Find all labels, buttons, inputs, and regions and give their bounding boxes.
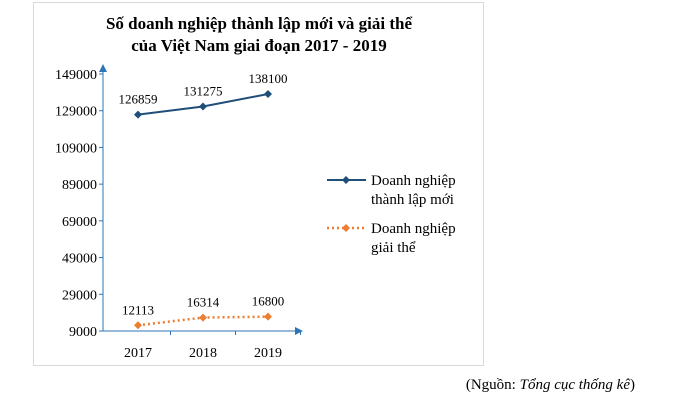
series-1-data-label: 131275 [184,84,223,99]
series-1-data-label: 138100 [249,71,288,86]
series-2-data-label: 12113 [122,302,154,317]
series-2-data-label: 16800 [252,294,285,309]
legend-label-1: Doanh nghiệp [371,173,456,189]
series-1-data-label: 126859 [119,92,158,107]
series-2-point [134,321,142,330]
chart-title: Số doanh nghiệp thành lập mới và giải th… [106,14,413,33]
legend-marker-2 [342,224,350,232]
source-suffix: ) [630,377,635,393]
series-1-point [199,102,207,111]
source-note: (Nguồn: Tổng cục thống kê) [466,377,635,394]
x-axis-arrow [295,327,303,335]
legend-label-2: giải thể [371,240,416,256]
series-2-data-label: 16314 [187,295,220,310]
y-tick-label: 109000 [55,141,97,156]
chart-subtitle: của Việt Nam giai đoạn 2017 - 2019 [131,36,386,55]
y-axis-arrow [99,64,107,72]
x-tick-label: 2017 [124,346,152,361]
chart-frame: Số doanh nghiệp thành lập mới và giải th… [33,2,484,366]
y-tick-label: 29000 [62,288,97,303]
y-tick-label: 149000 [55,68,97,83]
x-tick-label: 2019 [254,346,282,361]
y-tick-label: 49000 [62,252,97,267]
legend-label-2: Doanh nghiệp [371,221,456,237]
series-2-point [264,312,272,321]
source-name: Tổng cục thống kê [519,377,630,393]
legend-marker-1 [342,176,350,184]
line-chart: Số doanh nghiệp thành lập mới và giải th… [55,14,456,361]
y-tick-label: 69000 [62,215,97,230]
legend-label-1: thành lập mới [371,192,454,208]
x-tick-label: 2018 [189,346,217,361]
source-prefix: (Nguồn: [465,377,520,393]
y-tick-label: 9000 [69,325,97,340]
y-tick-label: 129000 [55,105,97,120]
series-1-point [134,110,142,119]
y-tick-label: 89000 [62,178,97,193]
series-1-point [264,90,272,99]
series-2-point [199,313,207,322]
